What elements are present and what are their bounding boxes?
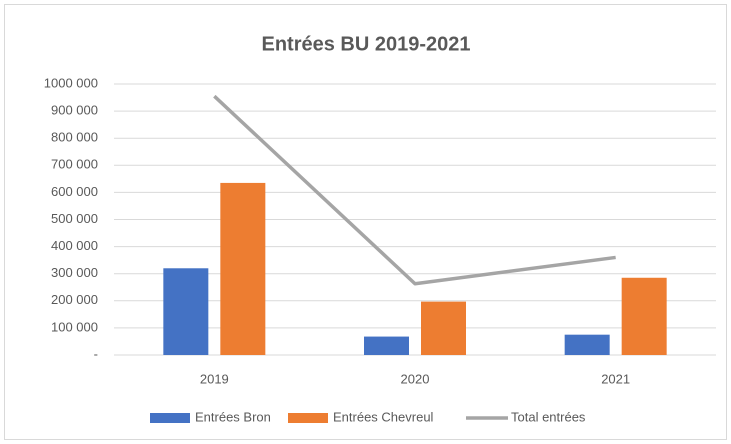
y-tick-label: 500 000 [51,211,98,226]
y-tick-label: 1000 000 [44,75,98,90]
y-tick-label: 300 000 [51,265,98,280]
y-tick-label: - [94,346,98,361]
legend-label: Entrées Bron [195,409,271,424]
legend-swatch [288,413,328,423]
x-tick-label: 2021 [601,371,630,386]
y-tick-label: 700 000 [51,157,98,172]
bar [421,301,466,355]
legend-label: Entrées Chevreul [333,409,434,424]
line-series [213,94,616,286]
y-tick-label: 800 000 [51,130,98,145]
y-tick-label: 900 000 [51,103,98,118]
legend-label: Total entrées [511,409,586,424]
chart-border [4,4,727,440]
bar [220,182,266,355]
x-tick-label: 2019 [200,371,229,386]
bar [621,277,667,355]
legend-swatch [150,413,190,423]
bar [564,334,610,355]
y-tick-label: 600 000 [51,184,98,199]
bar [364,336,409,355]
bar [163,268,209,355]
y-tick-label: 400 000 [51,238,98,253]
y-tick-label: 200 000 [51,292,98,307]
chart-title: Entrées BU 2019-2021 [261,33,470,55]
x-tick-label: 2020 [401,371,430,386]
y-tick-label: 100 000 [51,319,98,334]
